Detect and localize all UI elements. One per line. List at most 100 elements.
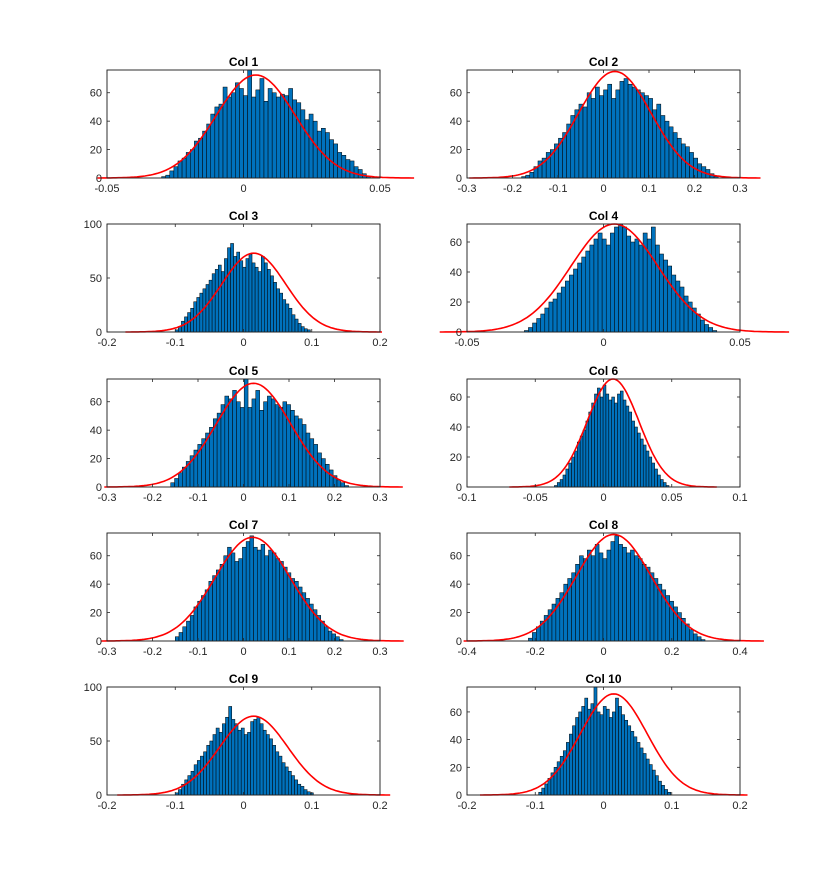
histogram-bar bbox=[590, 98, 596, 179]
histogram-bar bbox=[175, 636, 180, 642]
histogram-bar bbox=[337, 152, 343, 179]
subplot-10: -0.2 -0.1 0 0.1 0.2 0 20 40 60 Col 10 bbox=[450, 672, 748, 812]
y-tick-label: 60 bbox=[450, 392, 462, 404]
histogram-bar bbox=[597, 232, 603, 333]
histogram-bar bbox=[544, 307, 550, 333]
histogram-bar bbox=[298, 418, 303, 488]
subplot-title: Col 4 bbox=[589, 209, 619, 223]
histogram-bar bbox=[614, 226, 619, 333]
histogram-bar bbox=[281, 762, 286, 796]
histogram-bar bbox=[587, 549, 592, 642]
histogram-bar bbox=[290, 578, 295, 642]
histogram-bar bbox=[247, 732, 251, 796]
x-tick-label: 0.1 bbox=[664, 800, 679, 812]
histogram-bar bbox=[349, 160, 355, 179]
histogram-bar bbox=[341, 155, 347, 179]
histogram-bar bbox=[637, 432, 641, 488]
histogram-bar bbox=[260, 256, 265, 333]
histogram-bar bbox=[640, 438, 644, 488]
histogram-bar bbox=[565, 468, 569, 488]
histogram-bar bbox=[225, 716, 229, 796]
histogram-bar bbox=[228, 398, 233, 488]
histogram-bar bbox=[640, 92, 645, 179]
y-tick-label: 50 bbox=[90, 736, 102, 748]
histogram-bar bbox=[582, 106, 588, 179]
y-tick-label: 40 bbox=[90, 425, 102, 437]
histogram-bar bbox=[190, 770, 195, 796]
histogram-bar bbox=[583, 558, 588, 642]
x-tick-label: 0.2 bbox=[327, 492, 342, 504]
x-tick-label: 0.2 bbox=[327, 646, 342, 658]
histogram-bar bbox=[645, 758, 650, 796]
histogram-bar bbox=[214, 269, 219, 333]
histogram-bar bbox=[200, 755, 204, 796]
histogram-bar bbox=[268, 549, 273, 642]
histogram-bar bbox=[668, 126, 674, 179]
histogram-bar bbox=[230, 92, 236, 179]
histogram-bar bbox=[208, 279, 213, 333]
x-tick-label: -0.2 bbox=[503, 183, 522, 195]
x-tick-label: 0.1 bbox=[304, 337, 319, 349]
histogram-bar bbox=[264, 262, 268, 333]
histogram-bar bbox=[272, 745, 276, 796]
histogram-bar bbox=[581, 706, 585, 796]
histogram-bar bbox=[169, 170, 175, 179]
histogram-bar bbox=[325, 464, 330, 488]
histogram-bar bbox=[575, 717, 579, 796]
histogram-bar bbox=[587, 708, 592, 796]
histogram-bar bbox=[256, 716, 261, 796]
histogram-bar bbox=[220, 404, 226, 488]
histogram-bar bbox=[275, 558, 280, 642]
x-tick-label: 0.2 bbox=[372, 337, 387, 349]
histogram-bar bbox=[590, 555, 596, 642]
histogram-bar bbox=[626, 552, 631, 642]
subplot-title: Col 5 bbox=[229, 364, 259, 378]
histogram-bar bbox=[269, 738, 273, 796]
histogram-bar bbox=[593, 686, 598, 796]
histogram-bar bbox=[692, 633, 698, 642]
x-tick-label: 0.2 bbox=[732, 800, 747, 812]
histogram-bar bbox=[654, 468, 658, 488]
histogram-bar bbox=[663, 482, 667, 488]
histogram-bar bbox=[565, 280, 570, 333]
histogram-bar bbox=[660, 479, 664, 488]
histogram-bar bbox=[239, 260, 244, 333]
histogram-bar bbox=[284, 95, 289, 179]
histogram-bar bbox=[216, 569, 221, 642]
x-tick-label: 0 bbox=[240, 337, 246, 349]
x-tick-label: 0 bbox=[600, 337, 606, 349]
histogram-bar bbox=[257, 271, 262, 333]
histogram-bar bbox=[591, 402, 595, 488]
normal-fit-curve bbox=[469, 70, 761, 179]
histogram-bar bbox=[264, 555, 269, 642]
histogram-bar bbox=[607, 83, 612, 179]
y-tick-label: 100 bbox=[84, 219, 102, 231]
histogram-bar bbox=[271, 92, 277, 179]
x-tick-label: -0.2 bbox=[526, 646, 545, 658]
histogram-bar bbox=[236, 401, 241, 488]
histogram-bar bbox=[627, 725, 632, 796]
histogram-bar bbox=[255, 390, 260, 488]
histogram-bar bbox=[572, 725, 576, 796]
histogram-bar bbox=[240, 727, 245, 796]
subplot-title: Col 1 bbox=[229, 55, 259, 69]
histogram-bar bbox=[590, 703, 595, 796]
y-tick-label: 40 bbox=[90, 116, 102, 128]
histogram-bar bbox=[689, 629, 694, 642]
histogram-bar bbox=[327, 630, 333, 642]
histogram-bar bbox=[297, 783, 302, 796]
histogram-bar bbox=[648, 456, 653, 488]
histogram-bar bbox=[238, 558, 243, 642]
histogram-bar bbox=[193, 764, 198, 796]
histogram-bar bbox=[525, 174, 531, 179]
histogram-bar bbox=[552, 298, 558, 333]
x-tick-label: -0.3 bbox=[458, 183, 477, 195]
y-tick-label: 0 bbox=[456, 173, 462, 185]
histogram-bar bbox=[345, 159, 351, 179]
y-tick-label: 40 bbox=[450, 422, 462, 434]
histogram-bar bbox=[300, 786, 305, 796]
x-tick-label: -0.3 bbox=[98, 492, 117, 504]
x-tick-label: 0.1 bbox=[281, 646, 296, 658]
histogram-bar bbox=[571, 456, 575, 488]
histogram-bar bbox=[301, 424, 307, 488]
